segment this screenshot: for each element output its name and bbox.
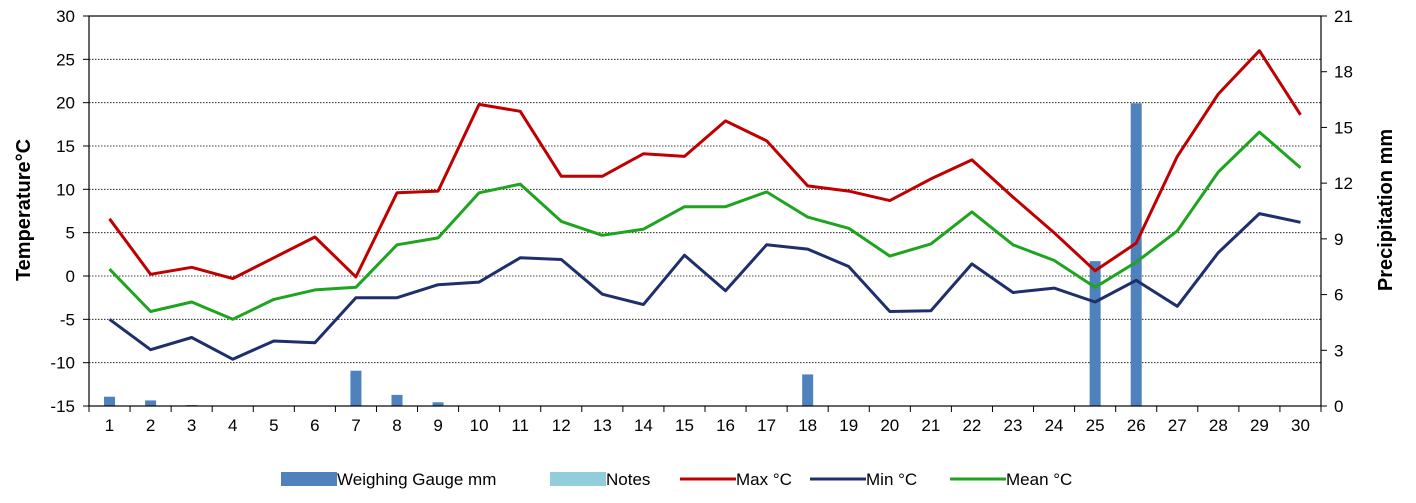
x-tick-label: 13 — [593, 416, 612, 435]
x-tick-label: 10 — [470, 416, 489, 435]
bar — [391, 394, 403, 406]
x-tick-label: 14 — [634, 416, 653, 435]
series-line — [108, 130, 1302, 321]
x-tick-label: 6 — [310, 416, 319, 435]
temperature-lines — [108, 49, 1302, 361]
gridlines — [89, 58, 1321, 364]
bar — [145, 400, 157, 406]
x-tick-label: 11 — [511, 416, 529, 435]
x-tick-label: 15 — [675, 416, 694, 435]
y-axis-left-title: Temperature°C — [13, 139, 35, 281]
y-right-tick-label: 6 — [1334, 286, 1343, 305]
y-right-tick-label: 18 — [1334, 63, 1353, 82]
precipitation-bars — [104, 103, 1142, 407]
legend: Weighing Gauge mm Notes Max °C Min °C Mean °… — [281, 470, 1072, 489]
legend-label: Notes — [606, 470, 650, 489]
x-tick-label: 22 — [962, 416, 981, 435]
legend-label: Weighing Gauge mm — [337, 470, 496, 489]
x-tick-label: 21 — [921, 416, 940, 435]
legend-label: Min °C — [866, 470, 917, 489]
y-right-tick-label: 9 — [1334, 230, 1343, 249]
x-tick-label: 18 — [798, 416, 817, 435]
x-tick-label: 9 — [433, 416, 442, 435]
legend-swatch — [281, 472, 337, 486]
y-left-tick-label: 30 — [56, 7, 75, 26]
y-left-tick-label: 25 — [56, 50, 75, 69]
x-tick-label: 19 — [839, 416, 858, 435]
x-tick-label: 23 — [1004, 416, 1023, 435]
x-tick-label: 30 — [1291, 416, 1310, 435]
x-tick-label: 3 — [187, 416, 196, 435]
legend-label: Mean °C — [1006, 470, 1072, 489]
x-tick-label: 16 — [716, 416, 735, 435]
y-right-tick-label: 3 — [1334, 341, 1343, 360]
bar — [1130, 103, 1142, 407]
x-tick-label: 20 — [880, 416, 899, 435]
series-line — [108, 212, 1301, 361]
x-tick-label: 26 — [1127, 416, 1146, 435]
x-tick-label: 7 — [351, 416, 360, 435]
y-right-tick-label: 21 — [1334, 7, 1353, 26]
y-left-tick-label: 0 — [66, 267, 75, 286]
y-left-tick-label: -5 — [60, 310, 75, 329]
y-right-tick-label: 12 — [1334, 174, 1353, 193]
y-left-tick-label: 5 — [66, 224, 75, 243]
y-axis-right-title: Precipitation mm — [1375, 129, 1397, 291]
x-tick-label: 5 — [269, 416, 278, 435]
y-left-tick-label: 20 — [56, 94, 75, 113]
x-tick-label: 17 — [757, 416, 776, 435]
y-left-tick-label: -10 — [50, 354, 75, 373]
x-tick-label: 2 — [146, 416, 155, 435]
bar — [432, 402, 444, 406]
x-tick-label: 28 — [1209, 416, 1228, 435]
x-tick-label: 29 — [1250, 416, 1269, 435]
y-right-tick-label: 0 — [1334, 397, 1343, 416]
x-tick-label: 8 — [392, 416, 401, 435]
y-left-tick-label: 15 — [56, 137, 75, 156]
x-tick-label: 4 — [228, 416, 237, 435]
x-tick-label: 24 — [1045, 416, 1064, 435]
y-left-tick-label: -15 — [50, 397, 75, 416]
bar — [350, 370, 362, 406]
bar — [802, 374, 814, 406]
legend-swatch — [550, 472, 606, 486]
y-right-tick-label: 15 — [1334, 118, 1353, 137]
bar — [104, 396, 116, 406]
bar — [1089, 261, 1101, 406]
x-tick-label: 27 — [1168, 416, 1187, 435]
legend-label: Max °C — [736, 470, 792, 489]
axes — [83, 15, 1327, 412]
series-line — [108, 49, 1302, 281]
x-tick-label: 1 — [105, 416, 114, 435]
x-tick-label: 25 — [1086, 416, 1105, 435]
x-tick-label: 12 — [552, 416, 571, 435]
y-left-tick-label: 10 — [56, 180, 75, 199]
